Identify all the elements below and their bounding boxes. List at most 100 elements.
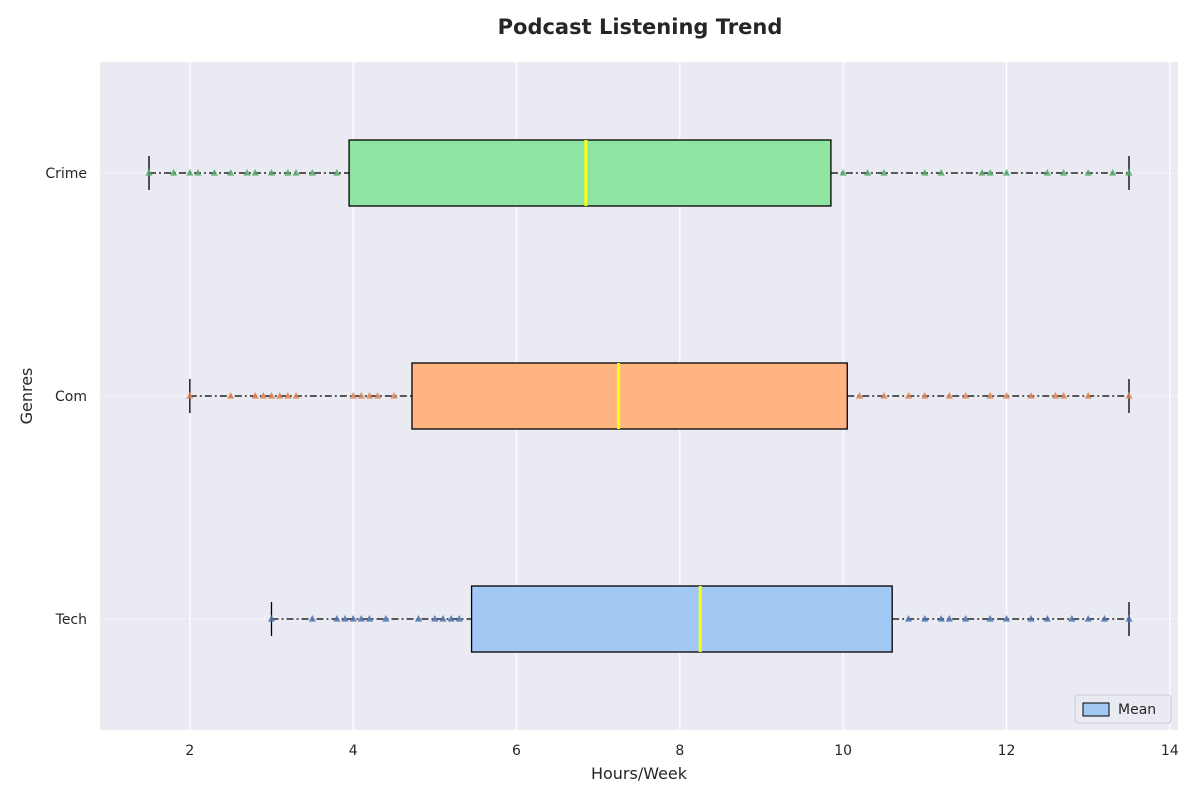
data-point — [962, 615, 970, 622]
data-point — [308, 615, 316, 622]
legend-label: Mean — [1118, 702, 1156, 718]
y-axis-label: Genres — [17, 368, 36, 425]
data-point — [1002, 615, 1011, 622]
chart-title: Podcast Listening Trend — [498, 15, 783, 39]
data-point — [986, 615, 994, 622]
data-point — [978, 169, 986, 176]
data-point — [284, 392, 292, 399]
data-point — [921, 615, 929, 622]
data-point — [937, 615, 945, 622]
box-iqr — [470, 585, 893, 653]
data-point — [921, 169, 929, 176]
boxes — [145, 139, 1133, 653]
data-point — [1084, 615, 1092, 622]
legend-swatch — [1082, 702, 1110, 717]
data-point — [904, 392, 913, 399]
data-point — [284, 169, 292, 176]
box-crime — [145, 139, 1133, 207]
x-tick-label: 14 — [1161, 743, 1179, 759]
legend: Mean — [1074, 694, 1172, 724]
data-point — [1043, 169, 1051, 176]
data-point — [341, 615, 349, 622]
data-point — [439, 615, 447, 622]
data-point — [1027, 615, 1035, 622]
data-point — [864, 169, 872, 176]
data-point — [904, 615, 913, 622]
data-point — [1027, 392, 1035, 399]
data-point — [357, 392, 365, 399]
data-point — [1002, 169, 1011, 176]
x-tick-label: 8 — [675, 743, 684, 759]
data-point — [259, 392, 267, 399]
data-point — [365, 615, 374, 622]
data-point — [308, 169, 316, 176]
y-tick-label: Tech — [55, 612, 87, 628]
data-point — [1068, 615, 1076, 622]
box-iqr — [348, 139, 832, 207]
data-point — [455, 615, 463, 622]
data-point — [839, 169, 847, 176]
data-point — [1125, 615, 1133, 622]
data-point — [1084, 392, 1092, 399]
data-point — [292, 169, 300, 176]
data-point — [1002, 392, 1011, 399]
data-point — [945, 615, 953, 622]
data-point — [382, 615, 390, 622]
data-point — [431, 615, 439, 622]
x-tick-label: 12 — [998, 743, 1016, 759]
data-point — [267, 615, 276, 622]
data-point — [227, 169, 235, 176]
x-tick-label: 4 — [349, 743, 358, 759]
data-point — [227, 392, 235, 399]
box-iqr — [411, 362, 848, 430]
data-point — [855, 392, 864, 399]
data-point — [390, 392, 398, 399]
y-tick-label: Com — [55, 389, 87, 405]
data-point — [1060, 392, 1068, 399]
data-point — [414, 615, 423, 622]
data-point — [251, 169, 259, 176]
data-point — [986, 169, 994, 176]
box-com — [186, 362, 1133, 430]
x-tick-label: 6 — [512, 743, 521, 759]
x-axis-label: Hours/Week — [591, 764, 688, 783]
data-point — [333, 169, 341, 176]
data-point — [945, 392, 953, 399]
data-point — [365, 392, 374, 399]
data-point — [921, 392, 929, 399]
data-point — [243, 169, 251, 176]
data-point — [357, 615, 365, 622]
x-tick-label: 2 — [185, 743, 194, 759]
ticks: 2 4 6 8 10 12 14 Tech Com Crime — [45, 166, 1178, 759]
data-point — [186, 392, 194, 399]
data-point — [374, 392, 382, 399]
data-point — [1109, 169, 1117, 176]
box-tech — [267, 585, 1133, 653]
data-point — [251, 392, 259, 399]
data-point — [1084, 169, 1092, 176]
data-point — [267, 392, 276, 399]
data-point — [186, 169, 194, 176]
data-point — [169, 169, 178, 176]
data-point — [267, 169, 276, 176]
data-point — [1060, 169, 1068, 176]
data-point — [447, 615, 455, 622]
data-point — [210, 169, 218, 176]
data-point — [1125, 169, 1133, 176]
data-point — [349, 392, 357, 399]
y-tick-label: Crime — [45, 166, 87, 182]
data-point — [880, 169, 888, 176]
data-point — [962, 392, 970, 399]
data-point — [1043, 615, 1051, 622]
data-point — [1051, 392, 1060, 399]
data-point — [1125, 392, 1133, 399]
data-point — [194, 169, 202, 176]
data-point — [145, 169, 153, 176]
x-tick-label: 10 — [834, 743, 852, 759]
data-point — [880, 392, 888, 399]
data-point — [1100, 615, 1109, 622]
data-point — [986, 392, 994, 399]
data-point — [276, 392, 284, 399]
data-point — [937, 169, 945, 176]
